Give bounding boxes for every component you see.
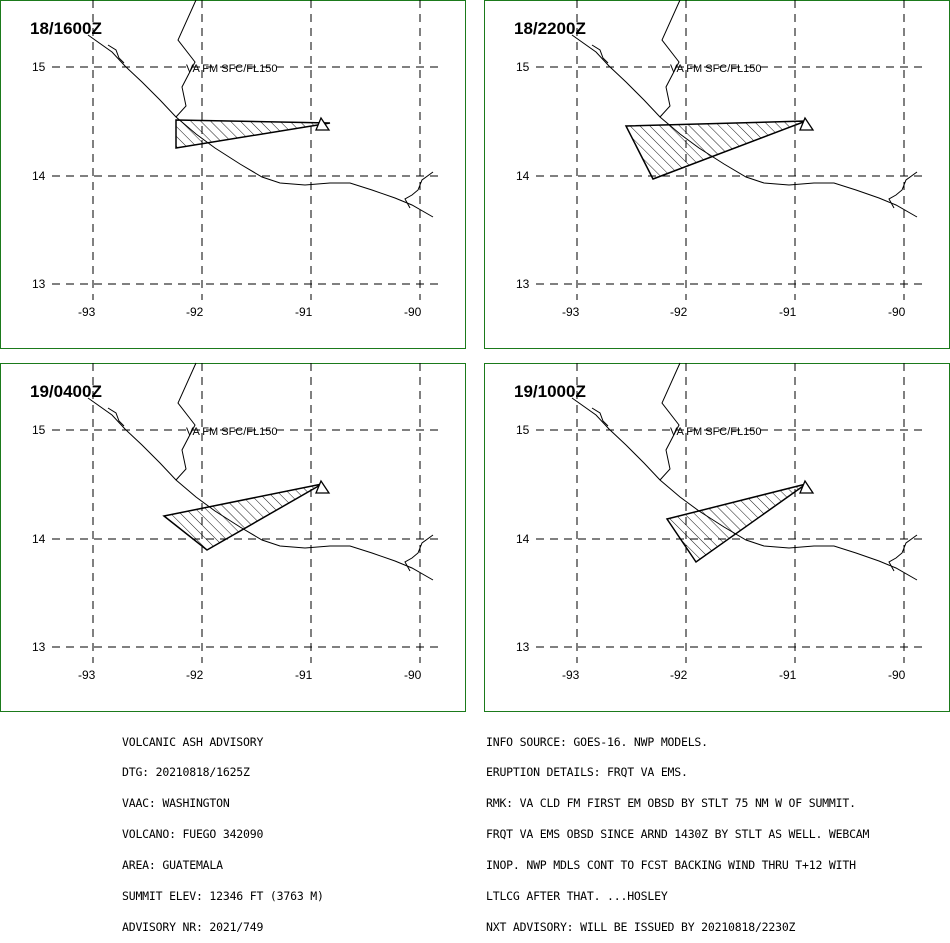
valid-time-label: 18/1600Z xyxy=(30,19,102,38)
lon-tick-label: -93 xyxy=(78,668,96,682)
ash-cloud-polygon xyxy=(175,119,331,149)
graticule xyxy=(52,0,440,300)
advisory-remarks-block: INFO SOURCE: GOES-16. NWP MODELS. ERUPTI… xyxy=(486,716,869,943)
lat-tick-label: 14 xyxy=(32,532,46,546)
advisory-line: VOLCANO: FUEGO 342090 xyxy=(122,827,264,842)
lon-tick-label: -93 xyxy=(562,305,580,319)
lat-tick-label: 15 xyxy=(516,60,530,74)
forecast-panel-2: 18/2200Z VA FM SFC/FL150 15 14 13 -93 -9… xyxy=(484,0,950,349)
lat-tick-label: 13 xyxy=(516,640,530,654)
lat-tick-label: 13 xyxy=(32,277,46,291)
lon-tick-label: -90 xyxy=(888,305,906,319)
layer-label: VA FM SFC/FL150 xyxy=(186,426,278,438)
triangle-icon xyxy=(799,479,815,494)
layer-label: VA FM SFC/FL150 xyxy=(670,63,762,75)
lon-tick-label: -92 xyxy=(670,305,688,319)
valid-time-label: 19/0400Z xyxy=(30,382,102,401)
lon-tick-label: -90 xyxy=(404,668,422,682)
lat-tick-label: 13 xyxy=(32,640,46,654)
ash-cloud-polygon xyxy=(624,120,807,180)
advisory-line: VOLCANIC ASH ADVISORY xyxy=(122,734,264,749)
forecast-panel-3: 19/0400Z VA FM SFC/FL150 15 14 13 -93 -9… xyxy=(0,362,466,712)
advisory-line: NXT ADVISORY: WILL BE ISSUED BY 20210818… xyxy=(486,919,796,934)
advisory-line: INOP. NWP MDLS CONT TO FCST BACKING WIND… xyxy=(486,858,856,873)
advisory-line: LTLCG AFTER THAT. ...HOSLEY xyxy=(486,889,668,904)
lon-tick-label: -90 xyxy=(888,668,906,682)
lat-tick-label: 15 xyxy=(32,60,46,74)
lat-tick-label: 15 xyxy=(32,423,46,437)
lon-tick-label: -93 xyxy=(562,668,580,682)
lon-tick-label: -91 xyxy=(295,305,313,319)
triangle-icon xyxy=(315,116,331,131)
advisory-line: DTG: 20210818/1625Z xyxy=(122,765,250,780)
graticule xyxy=(536,0,924,300)
coastline xyxy=(571,0,918,218)
advisory-line: ERUPTION DETAILS: FRQT VA EMS. xyxy=(486,765,688,780)
graticule xyxy=(536,363,924,663)
lon-tick-label: -93 xyxy=(78,305,96,319)
advisory-line: FRQT VA EMS OBSD SINCE ARND 1430Z BY STL… xyxy=(486,827,870,842)
advisory-line: INFO SOURCE: GOES-16. NWP MODELS. xyxy=(486,734,708,749)
panel-frame xyxy=(0,0,466,349)
forecast-panel-1: 18/1600Z VA FM SFC/FL150 15 14 13 -93 -9… xyxy=(0,0,466,349)
lon-tick-label: -91 xyxy=(779,668,797,682)
graticule xyxy=(52,363,440,663)
advisory-line: SUMMIT ELEV: 12346 FT (3763 M) xyxy=(122,889,324,904)
lon-tick-label: -91 xyxy=(295,668,313,682)
advisory-line: VAAC: WASHINGTON xyxy=(122,796,230,811)
advisory-maps: 18/1600Z VA FM SFC/FL150 15 14 13 -93 -9… xyxy=(0,0,950,712)
advisory-line: RMK: VA CLD FM FIRST EM OBSD BY STLT 75 … xyxy=(486,796,856,811)
layer-label: VA FM SFC/FL150 xyxy=(670,426,762,438)
triangle-icon xyxy=(315,479,331,494)
lat-tick-label: 13 xyxy=(516,277,530,291)
advisory-header-block: VOLCANIC ASH ADVISORY DTG: 20210818/1625… xyxy=(122,716,324,943)
panel-frame xyxy=(484,0,950,349)
lat-tick-label: 14 xyxy=(516,532,530,546)
lon-tick-label: -92 xyxy=(186,668,204,682)
layer-label: VA FM SFC/FL150 xyxy=(186,63,278,75)
lon-tick-label: -91 xyxy=(779,305,797,319)
panel-frame xyxy=(0,363,466,712)
ash-cloud-polygon xyxy=(665,483,807,564)
lat-tick-label: 15 xyxy=(516,423,530,437)
lon-tick-label: -92 xyxy=(186,305,204,319)
lat-tick-label: 14 xyxy=(516,169,530,183)
coastline xyxy=(87,362,434,581)
ash-cloud-polygon xyxy=(162,483,323,551)
lon-tick-label: -92 xyxy=(670,668,688,682)
advisory-line: ADVISORY NR: 2021/749 xyxy=(122,919,264,934)
advisory-line: AREA: GUATEMALA xyxy=(122,858,223,873)
triangle-icon xyxy=(799,116,815,131)
coastline xyxy=(87,0,434,218)
lon-tick-label: -90 xyxy=(404,305,422,319)
valid-time-label: 19/1000Z xyxy=(514,382,586,401)
forecast-panel-4: 19/1000Z VA FM SFC/FL150 15 14 13 -93 -9… xyxy=(484,362,950,712)
lat-tick-label: 14 xyxy=(32,169,46,183)
valid-time-label: 18/2200Z xyxy=(514,19,586,38)
